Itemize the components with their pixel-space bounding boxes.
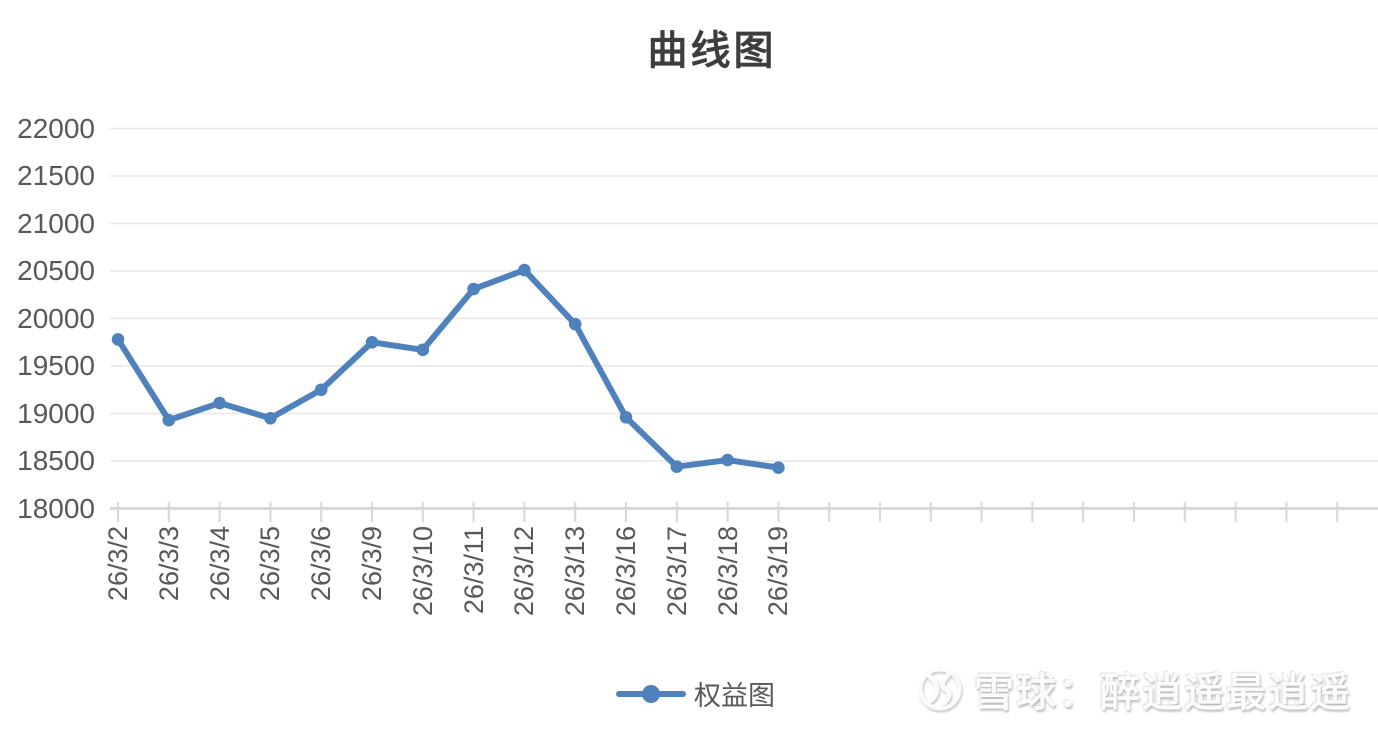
legend: 权益图 <box>616 674 775 713</box>
data-point-marker <box>264 411 277 425</box>
y-axis-tick-label: 20000 <box>17 302 95 334</box>
x-axis-tick-label: 26/3/10 <box>407 526 438 617</box>
data-point-marker <box>721 453 734 467</box>
data-point-marker <box>162 413 176 427</box>
data-point-marker <box>772 461 785 474</box>
data-point-marker <box>416 343 430 357</box>
x-axis-tick-label: 26/3/16 <box>611 526 641 617</box>
data-point-marker <box>467 282 480 296</box>
x-axis-tick-label: 26/3/2 <box>103 526 133 602</box>
x-axis-tick-label: 26/3/6 <box>306 526 337 602</box>
x-axis-tick-label: 26/3/12 <box>509 526 540 617</box>
x-axis-tick-label: 26/3/17 <box>661 526 692 617</box>
y-axis-tick-label: 20500 <box>17 255 95 286</box>
data-point-marker <box>314 383 328 397</box>
x-axis-tick-label: 26/3/19 <box>763 526 794 617</box>
chart-title: 曲线图 <box>647 29 777 73</box>
watermark-text: 雪球：醉逍遥最逍遥 <box>974 671 1352 715</box>
x-axis-tick-label: 26/3/11 <box>458 526 489 615</box>
xueqiu-logo-icon <box>918 667 962 711</box>
data-point-marker <box>619 411 633 424</box>
x-axis-tick-label: 26/3/4 <box>204 526 235 602</box>
watermark: 雪球：醉逍遥最逍遥 <box>918 660 1352 718</box>
x-axis-tick-label: 26/3/18 <box>712 526 743 617</box>
y-axis-tick-label: 21000 <box>17 207 95 239</box>
data-point-marker <box>213 396 226 410</box>
y-axis-tick-label: 19000 <box>17 397 95 429</box>
y-axis-tick-label: 21500 <box>17 160 95 191</box>
x-axis-tick-label: 26/3/9 <box>357 526 387 602</box>
x-axis-tick-label: 26/3/13 <box>560 526 591 617</box>
x-axis-tick-label: 26/3/5 <box>255 526 286 602</box>
y-axis-tick-label: 18500 <box>17 445 95 476</box>
data-point-marker <box>670 460 684 474</box>
y-axis-tick-label: 19500 <box>17 350 95 381</box>
data-point-marker <box>518 263 531 277</box>
data-point-marker <box>568 317 582 331</box>
y-axis-tick-label: 22000 <box>17 112 95 144</box>
x-axis-tick-label: 26/3/3 <box>153 526 184 602</box>
data-point-marker <box>111 333 125 346</box>
data-point-marker <box>365 335 379 349</box>
legend-line-marker-icon <box>616 684 686 703</box>
legend-series-label: 权益图 <box>694 681 775 711</box>
y-axis-tick-label: 18000 <box>17 492 95 524</box>
series-line <box>115 267 782 471</box>
